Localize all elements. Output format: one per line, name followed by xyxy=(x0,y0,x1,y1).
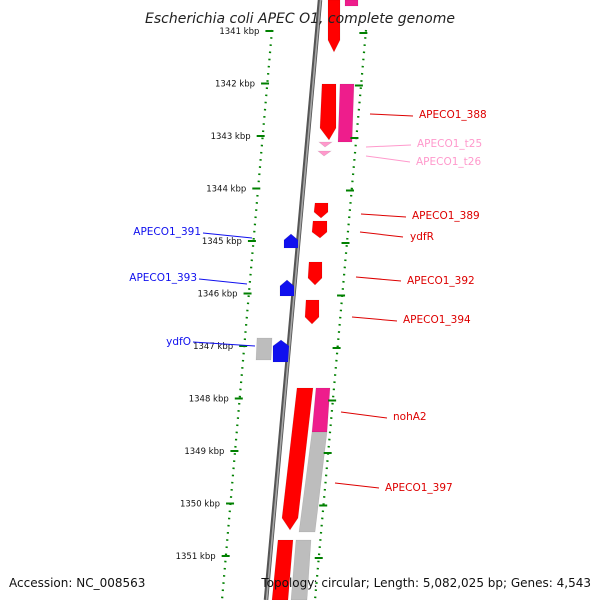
gene-label-right[interactable]: APECO1_t26 xyxy=(416,156,481,168)
feature-apeco1-394[interactable] xyxy=(304,299,320,325)
leader-line xyxy=(198,278,248,285)
feature-ydfr[interactable] xyxy=(311,220,328,239)
leader-line xyxy=(334,482,380,489)
tick-label: 1350 kbp xyxy=(180,500,220,510)
feature-apeco1-388[interactable] xyxy=(319,83,337,141)
feature-apeco1-t26[interactable] xyxy=(317,150,332,157)
tick-label: 1345 kbp xyxy=(202,237,242,247)
feature-block-bottom-red[interactable] xyxy=(271,539,294,600)
leader-line xyxy=(192,341,256,347)
feature-apeco1-393[interactable] xyxy=(279,279,295,297)
feature-ydfo-grey[interactable] xyxy=(255,337,273,361)
leader-line xyxy=(359,231,404,238)
leader-line xyxy=(351,316,398,322)
feature-apeco1-389[interactable] xyxy=(313,202,329,219)
tick-label: 1341 kbp xyxy=(219,27,259,37)
feature-ydfo[interactable] xyxy=(272,339,290,363)
feature-apeco1-391[interactable] xyxy=(283,233,299,249)
accession-text: Accession: NC_008563 xyxy=(9,576,145,590)
leader-line xyxy=(202,232,253,239)
gene-label-left[interactable]: ydfO xyxy=(166,336,191,348)
ruler-ticks: 1341 kbp 1342 kbp 1343 kbp 1344 kbp 1345 kbp… xyxy=(176,27,368,562)
gene-label-right[interactable]: APECO1_397 xyxy=(385,482,453,494)
outer-ruler-line xyxy=(220,29,274,600)
leader-line xyxy=(355,276,402,282)
leader-line xyxy=(360,213,407,218)
gene-labels: APECO1_388 APECO1_t25 APECO1_t26 APECO1_389… xyxy=(129,109,486,494)
leader-line xyxy=(365,144,412,148)
gene-label-left[interactable]: APECO1_391 xyxy=(133,226,201,238)
gene-label-right[interactable]: APECO1_394 xyxy=(403,314,471,326)
leader-line xyxy=(365,155,411,163)
tick-label: 1342 kbp xyxy=(215,80,255,90)
tick-label: 1346 kbp xyxy=(197,290,237,300)
feature-block-top-pink[interactable] xyxy=(344,0,359,7)
gene-label-right[interactable]: APECO1_t25 xyxy=(417,138,482,150)
gene-label-right[interactable]: APECO1_388 xyxy=(419,109,487,121)
map-title: Escherichia coli APEC O1, complete genom… xyxy=(145,11,455,27)
gene-label-right[interactable]: nohA2 xyxy=(393,411,427,423)
genome-backbone xyxy=(263,0,323,600)
tick-label: 1349 kbp xyxy=(184,447,224,457)
gene-label-right[interactable]: APECO1_392 xyxy=(407,275,475,287)
feature-block-bottom-grey[interactable] xyxy=(290,539,312,600)
tick-label: 1347 kbp xyxy=(193,342,233,352)
leader-line xyxy=(369,113,414,117)
feature-noha2[interactable] xyxy=(281,387,314,531)
feature-apeco1-t25[interactable] xyxy=(318,141,333,148)
feature-track xyxy=(255,0,359,600)
gene-label-right[interactable]: APECO1_389 xyxy=(412,210,480,222)
genome-summary-text: Topology: circular; Length: 5,082,025 bp… xyxy=(260,576,591,590)
feature-apeco1-388-pink[interactable] xyxy=(337,83,355,143)
feature-noha2-pink[interactable] xyxy=(311,387,331,433)
gene-label-right[interactable]: ydfR xyxy=(410,231,434,243)
feature-apeco1-392[interactable] xyxy=(307,261,323,286)
ruler-outer-dotted xyxy=(220,29,274,600)
backbone-highlight xyxy=(265,0,322,600)
tick-label: 1348 kbp xyxy=(189,395,229,405)
gene-label-left[interactable]: APECO1_393 xyxy=(129,272,197,284)
tick-label: 1343 kbp xyxy=(211,132,251,142)
leader-line xyxy=(340,411,388,419)
feature-block-top-red[interactable] xyxy=(327,0,341,53)
tick-label: 1351 kbp xyxy=(176,552,216,562)
feature-apeco1-397-grey[interactable] xyxy=(298,431,328,533)
tick-label: 1344 kbp xyxy=(206,185,246,195)
